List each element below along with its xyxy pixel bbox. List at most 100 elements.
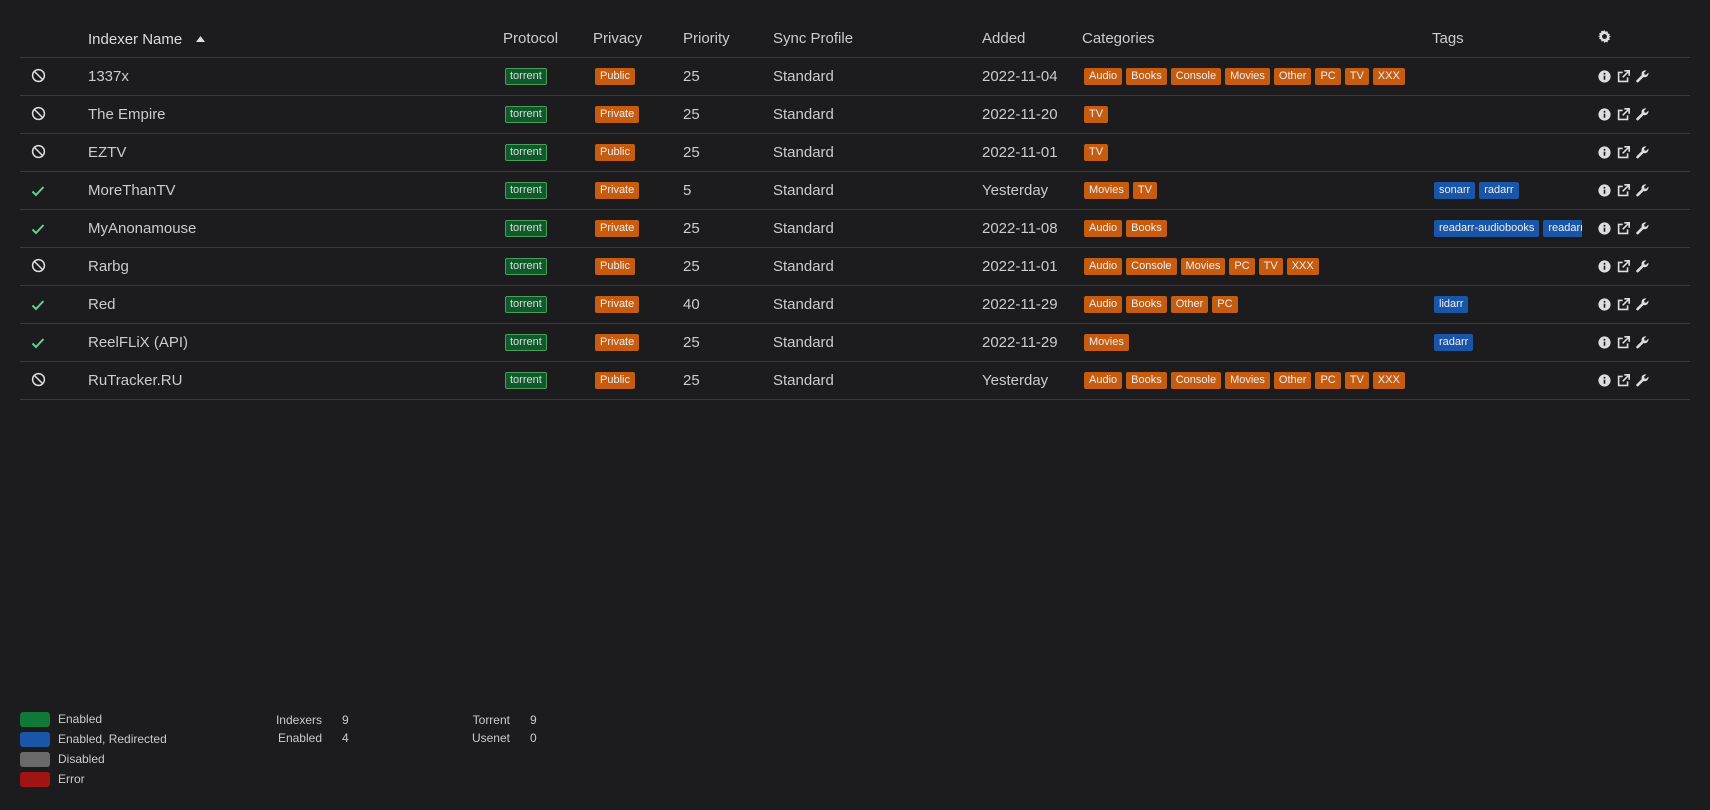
column-header-name[interactable]: Indexer Name bbox=[56, 19, 503, 58]
wrench-icon[interactable] bbox=[1635, 298, 1649, 312]
added-cell: 2022-11-01 bbox=[982, 247, 1082, 286]
tags-cell: radarr bbox=[1432, 323, 1582, 362]
stat-indexers-value: 9 bbox=[342, 713, 349, 727]
info-icon[interactable] bbox=[1597, 184, 1611, 198]
protocol-cell: torrent bbox=[503, 133, 593, 172]
indexer-name[interactable]: Rarbg bbox=[56, 247, 503, 286]
wrench-icon[interactable] bbox=[1635, 374, 1649, 388]
wrench-icon[interactable] bbox=[1635, 260, 1649, 274]
info-icon[interactable] bbox=[1597, 146, 1611, 160]
privacy-cell: Public bbox=[593, 361, 683, 400]
table-row: RuTracker.RU torrent Public 25 Standard … bbox=[20, 361, 1690, 400]
column-settings-header[interactable] bbox=[1582, 19, 1690, 58]
tags-cell bbox=[1432, 57, 1582, 96]
wrench-icon[interactable] bbox=[1635, 146, 1649, 160]
ban-icon bbox=[28, 370, 48, 390]
external-link-icon[interactable] bbox=[1616, 108, 1630, 122]
external-link-icon[interactable] bbox=[1616, 260, 1630, 274]
protocol-badge: torrent bbox=[505, 182, 547, 200]
sync-profile-cell: Standard bbox=[773, 247, 982, 286]
category-badge: Movies bbox=[1225, 372, 1270, 390]
external-link-icon[interactable] bbox=[1616, 222, 1630, 236]
category-badge: TV bbox=[1084, 144, 1109, 162]
indexer-name[interactable]: MoreThanTV bbox=[56, 171, 503, 210]
external-link-icon[interactable] bbox=[1616, 70, 1630, 84]
priority-cell: 25 bbox=[683, 95, 773, 134]
protocol-badge: torrent bbox=[505, 68, 547, 86]
added-cell: 2022-11-29 bbox=[982, 323, 1082, 362]
external-link-icon[interactable] bbox=[1616, 146, 1630, 160]
column-header-priority[interactable]: Priority bbox=[683, 19, 773, 58]
sync-profile-cell: Standard bbox=[773, 171, 982, 210]
column-header-privacy[interactable]: Privacy bbox=[593, 19, 683, 58]
indexer-name[interactable]: The Empire bbox=[56, 95, 503, 134]
info-icon[interactable] bbox=[1597, 298, 1611, 312]
stat-enabled-value: 4 bbox=[342, 731, 349, 745]
column-header-added[interactable]: Added bbox=[982, 19, 1082, 58]
tags-cell bbox=[1432, 361, 1582, 400]
categories-cell: Audio Books Other PC bbox=[1082, 285, 1432, 324]
table-row: EZTV torrent Public 25 Standard 2022-11-… bbox=[20, 133, 1690, 172]
actions-cell bbox=[1582, 323, 1690, 362]
legend-label: Disabled bbox=[58, 752, 105, 766]
info-icon[interactable] bbox=[1597, 260, 1611, 274]
table-header-row: Indexer Name Protocol Privacy Priority S… bbox=[20, 19, 1690, 58]
tags-cell: lidarr bbox=[1432, 285, 1582, 324]
legend-item: Enabled bbox=[20, 709, 167, 729]
category-badge: XXX bbox=[1372, 68, 1405, 86]
actions-cell bbox=[1582, 95, 1690, 134]
priority-cell: 5 bbox=[683, 171, 773, 210]
indexer-name[interactable]: RuTracker.RU bbox=[56, 361, 503, 400]
wrench-icon[interactable] bbox=[1635, 70, 1649, 84]
external-link-icon[interactable] bbox=[1616, 298, 1630, 312]
column-header-tags[interactable]: Tags bbox=[1432, 19, 1582, 58]
external-link-icon[interactable] bbox=[1616, 336, 1630, 350]
added-cell: 2022-11-29 bbox=[982, 285, 1082, 324]
category-badge: PC bbox=[1315, 68, 1341, 86]
indexer-name[interactable]: Red bbox=[56, 285, 503, 324]
column-header-sync-profile[interactable]: Sync Profile bbox=[773, 19, 982, 58]
ban-icon bbox=[28, 256, 48, 276]
external-link-icon[interactable] bbox=[1616, 184, 1630, 198]
status-cell bbox=[20, 95, 56, 134]
wrench-icon[interactable] bbox=[1635, 184, 1649, 198]
privacy-cell: Private bbox=[593, 285, 683, 324]
indexer-name[interactable]: 1337x bbox=[56, 57, 503, 96]
status-cell bbox=[20, 171, 56, 210]
gear-icon[interactable] bbox=[1598, 29, 1611, 43]
category-badge: TV bbox=[1084, 106, 1109, 124]
category-badge: PC bbox=[1212, 296, 1238, 314]
wrench-icon[interactable] bbox=[1635, 108, 1649, 122]
category-badge: Console bbox=[1170, 68, 1222, 86]
table-row: Rarbg torrent Public 25 Standard 2022-11… bbox=[20, 247, 1690, 286]
table-row: 1337x torrent Public 25 Standard 2022-11… bbox=[20, 57, 1690, 96]
sync-profile-cell: Standard bbox=[773, 209, 982, 248]
external-link-icon[interactable] bbox=[1616, 374, 1630, 388]
protocol-cell: torrent bbox=[503, 361, 593, 400]
wrench-icon[interactable] bbox=[1635, 336, 1649, 350]
added-cell: 2022-11-04 bbox=[982, 57, 1082, 96]
indexer-name[interactable]: ReelFLiX (API) bbox=[56, 323, 503, 362]
category-badge: Books bbox=[1126, 372, 1167, 390]
protocol-badge: torrent bbox=[505, 296, 547, 314]
sync-profile-cell: Standard bbox=[773, 361, 982, 400]
indexer-name[interactable]: EZTV bbox=[56, 133, 503, 172]
info-icon[interactable] bbox=[1597, 336, 1611, 350]
privacy-cell: Public bbox=[593, 133, 683, 172]
column-header-protocol[interactable]: Protocol bbox=[503, 19, 593, 58]
info-icon[interactable] bbox=[1597, 70, 1611, 84]
status-cell bbox=[20, 361, 56, 400]
indexer-name[interactable]: MyAnonamouse bbox=[56, 209, 503, 248]
info-icon[interactable] bbox=[1597, 222, 1611, 236]
info-icon[interactable] bbox=[1597, 374, 1611, 388]
privacy-badge: Public bbox=[595, 68, 635, 86]
actions-cell bbox=[1582, 171, 1690, 210]
info-icon[interactable] bbox=[1597, 108, 1611, 122]
actions-cell bbox=[1582, 247, 1690, 286]
check-icon bbox=[28, 219, 48, 239]
category-badge: Movies bbox=[1084, 334, 1129, 352]
wrench-icon[interactable] bbox=[1635, 222, 1649, 236]
category-badge: Audio bbox=[1084, 372, 1123, 390]
privacy-badge: Private bbox=[595, 182, 640, 200]
table-row: ReelFLiX (API) torrent Private 25 Standa… bbox=[20, 323, 1690, 362]
